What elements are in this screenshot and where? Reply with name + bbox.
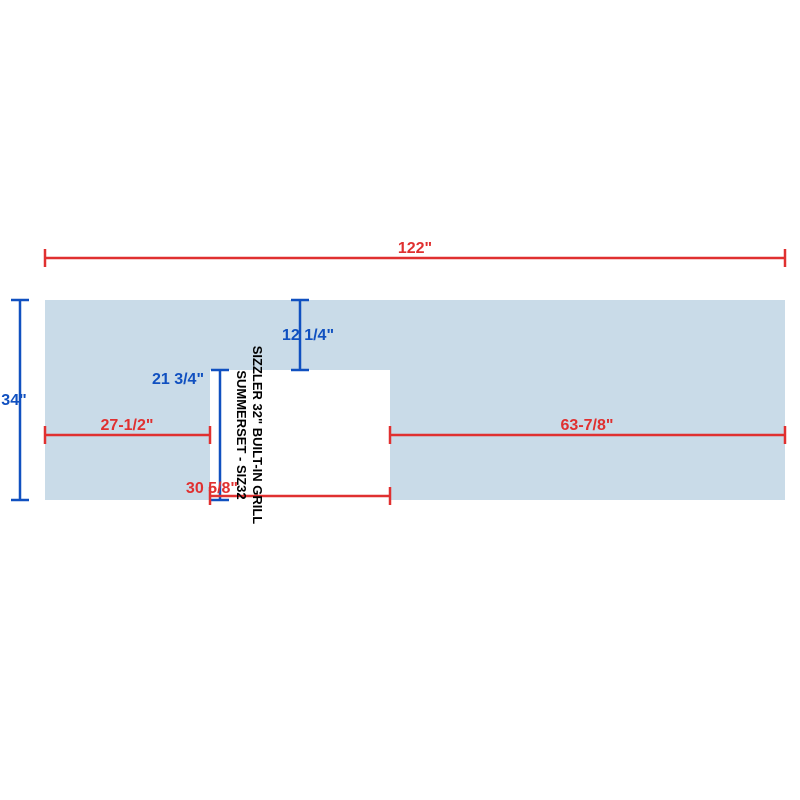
product-label-line2: SUMMERSET - SIZ32 <box>234 370 249 499</box>
dim-overall-width-label: 122" <box>398 240 432 257</box>
dim-cutout-top-offset-label: 12 1/4" <box>282 327 334 344</box>
countertop-slab <box>45 300 785 500</box>
dimension-diagram: 122" 34" 12 1/4" 21 3/4" 27-1/2" 63-7/8" 30 5/… <box>0 0 800 800</box>
dim-right-offset-label: 63-7/8" <box>561 417 614 434</box>
dim-left-offset-label: 27-1/2" <box>101 417 154 434</box>
dim-overall-height-label: 34" <box>1 392 26 409</box>
product-label-line1: SIZZLER 32" BUILT-IN GRILL <box>250 346 265 525</box>
dim-cutout-width-label: 30 5/8" <box>186 480 238 497</box>
dim-cutout-height-label: 21 3/4" <box>152 371 204 388</box>
